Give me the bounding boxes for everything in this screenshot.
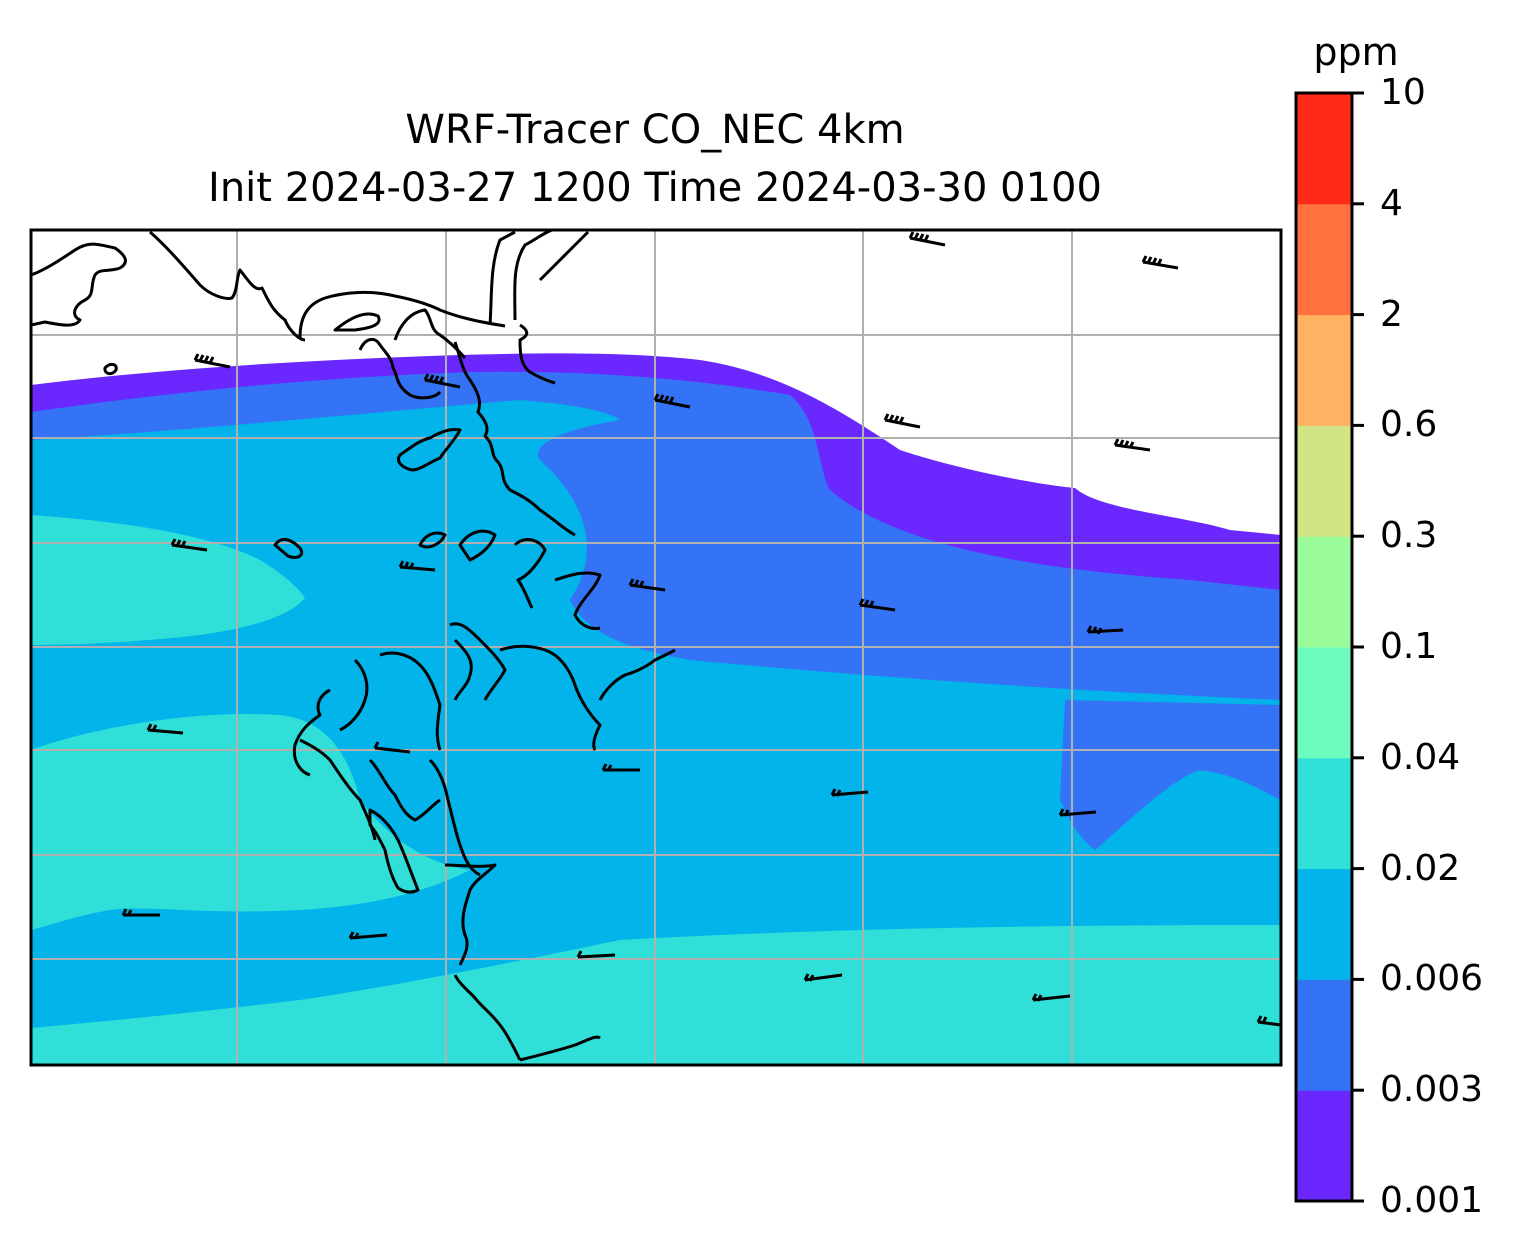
colorbar-band (1296, 536, 1352, 648)
colorbar-tick-label: 0.006 (1380, 958, 1484, 1000)
coastline (31, 230, 676, 1062)
colorbar-tick-label: 10 (1380, 72, 1426, 113)
colorbar-tick-label: 4 (1380, 182, 1403, 224)
colorbar-tick-label: 0.6 (1380, 404, 1438, 446)
colorbar-tick-label: 2 (1380, 293, 1403, 335)
colorbar-tick-label: 0.02 (1380, 847, 1461, 889)
colorbar-ticks (1352, 91, 1364, 1203)
colorbar-label: ppm (1313, 30, 1399, 74)
gridlines (31, 230, 1281, 1065)
colorbar-tick-label: 0.001 (1380, 1180, 1484, 1221)
contour-band-0.006-east-patch (1060, 700, 1281, 850)
colorbar-band (1296, 1090, 1352, 1202)
colorbar-band (1296, 757, 1352, 870)
colorbar (1296, 93, 1352, 1202)
title-line-2: Init 2024-03-27 1200 Time 2024-03-30 010… (208, 165, 1102, 211)
contour-band-0.02-southwest (31, 714, 470, 930)
colorbar-band (1296, 425, 1352, 537)
colorbar-band (1296, 868, 1352, 980)
title-line-1: WRF-Tracer CO_NEC 4km (405, 107, 905, 153)
map-panel (31, 230, 1281, 1065)
colorbar-band (1296, 314, 1352, 426)
colorbar-tick-label: 0.003 (1380, 1069, 1484, 1111)
colorbar-band (1296, 93, 1352, 205)
colorbar-tick-label: 0.1 (1380, 626, 1438, 667)
colorbar-tick-label: 0.3 (1380, 515, 1438, 557)
colorbar-band (1296, 979, 1352, 1091)
colorbar-tick-label: 0.04 (1380, 736, 1461, 778)
colorbar-band (1296, 203, 1352, 316)
colorbar-band (1296, 647, 1352, 759)
wind-barbs (121, 231, 1281, 1027)
map-frame (29, 228, 1283, 1067)
